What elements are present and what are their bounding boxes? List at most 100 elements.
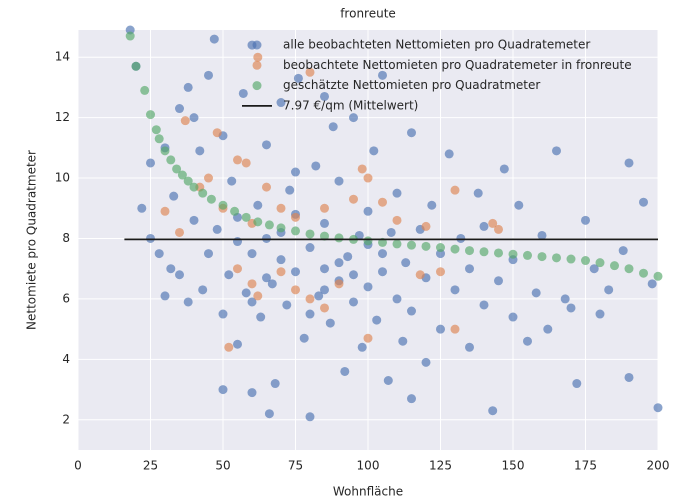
point	[204, 249, 213, 259]
point	[218, 200, 228, 210]
point	[514, 200, 524, 210]
x-tick-label: 50	[215, 459, 230, 473]
point	[479, 300, 489, 310]
point	[305, 412, 315, 422]
point	[363, 333, 373, 343]
point	[572, 379, 582, 389]
point	[140, 85, 150, 95]
point	[398, 336, 408, 346]
point	[531, 288, 541, 298]
marks	[124, 25, 663, 422]
point	[392, 294, 402, 304]
point	[180, 116, 190, 126]
x-tick-label: 125	[429, 459, 452, 473]
point	[305, 243, 315, 253]
legend-label: alle beobachteten Nettomieten pro Quadra…	[283, 38, 590, 52]
point	[267, 279, 277, 289]
point	[233, 237, 242, 247]
point	[233, 264, 242, 274]
point	[198, 188, 208, 198]
point	[253, 200, 263, 210]
point	[160, 206, 170, 216]
point	[407, 394, 416, 404]
legend-label: 7.97 €/qm (Mittelwert)	[283, 98, 418, 112]
point	[363, 282, 373, 292]
point	[349, 113, 358, 123]
point	[264, 409, 274, 419]
x-tick-label: 175	[574, 459, 597, 473]
point	[241, 158, 251, 168]
legend-marker	[252, 81, 262, 91]
point	[552, 146, 561, 156]
point	[465, 246, 474, 256]
point	[276, 98, 286, 108]
point	[436, 324, 445, 334]
point	[508, 312, 518, 322]
point	[146, 158, 155, 168]
legend: alle beobachteten Nettomieten pro Quadra…	[242, 38, 632, 112]
point	[291, 212, 300, 222]
point	[479, 221, 489, 231]
point	[560, 294, 570, 304]
point	[610, 261, 619, 271]
x-tick-label: 150	[502, 459, 525, 473]
point	[285, 185, 295, 195]
point	[320, 231, 329, 241]
point	[421, 357, 431, 367]
point	[618, 246, 628, 256]
point	[320, 303, 329, 313]
point	[523, 336, 532, 346]
point	[328, 122, 338, 132]
y-axis-label: Nettomiete pro Quadratmeter	[25, 150, 39, 330]
point	[334, 176, 344, 186]
x-tick-label: 75	[288, 459, 303, 473]
point	[334, 258, 344, 268]
point	[209, 34, 219, 44]
point	[624, 264, 634, 274]
point	[262, 233, 271, 243]
point	[392, 215, 402, 225]
x-tick-label: 100	[357, 459, 380, 473]
point	[291, 226, 300, 236]
point	[175, 270, 184, 280]
point	[247, 388, 257, 398]
point	[137, 203, 147, 213]
point	[436, 267, 445, 277]
point	[523, 250, 532, 260]
point	[183, 176, 193, 186]
point	[415, 270, 425, 280]
y-tick-label: 2	[62, 412, 70, 426]
point	[653, 403, 663, 413]
point	[212, 128, 222, 138]
point	[189, 215, 199, 225]
point	[241, 212, 251, 222]
legend-marker	[252, 60, 262, 70]
point	[465, 264, 474, 274]
point	[383, 376, 393, 386]
point	[195, 146, 205, 156]
point	[392, 188, 402, 198]
point	[639, 197, 648, 207]
point	[154, 134, 164, 144]
point	[230, 206, 240, 216]
point	[305, 294, 315, 304]
y-tick-label: 14	[55, 50, 70, 64]
point	[456, 233, 466, 243]
point	[363, 206, 373, 216]
point	[146, 233, 155, 243]
point	[314, 291, 324, 301]
point	[247, 249, 257, 259]
point	[224, 270, 234, 280]
point	[183, 297, 193, 307]
point	[421, 241, 431, 251]
point	[450, 244, 460, 254]
point	[624, 158, 634, 168]
point	[320, 264, 329, 274]
point	[369, 146, 379, 156]
point	[363, 173, 373, 183]
point	[253, 291, 263, 301]
point	[160, 291, 170, 301]
point	[276, 203, 286, 213]
point	[276, 255, 286, 265]
